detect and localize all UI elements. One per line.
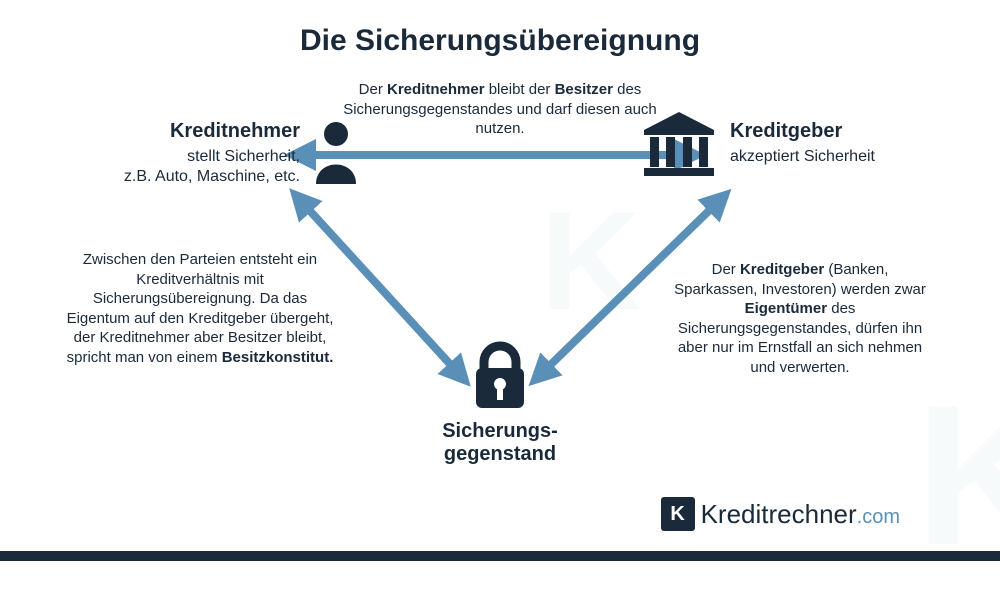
- footer-bar: [0, 551, 1000, 561]
- lock-icon: [430, 340, 570, 412]
- borrower-subtitle: stellt Sicherheit,z.B. Auto, Maschine, e…: [80, 147, 300, 187]
- page-title: Die Sicherungsübereignung: [0, 24, 1000, 58]
- collateral-title: Sicherungs-gegenstand: [430, 420, 570, 466]
- node-borrower: Kreditnehmer stellt Sicherheit,z.B. Auto…: [80, 120, 300, 187]
- edge-left-text: Zwischen den Parteien entsteht ein Kredi…: [60, 250, 340, 367]
- watermark: K: [540, 180, 641, 342]
- brand-text: Kreditrechner.com: [701, 499, 900, 530]
- brand-logo: K Kreditrechner.com: [661, 497, 900, 531]
- brand-name: Kreditrechner: [701, 499, 857, 529]
- node-collateral: Sicherungs-gegenstand: [430, 340, 570, 466]
- lender-title: Kreditgeber: [730, 120, 930, 143]
- brand-mark-icon: K: [661, 497, 695, 531]
- lender-subtitle: akzeptiert Sicherheit: [730, 147, 930, 167]
- brand-suffix: .com: [857, 506, 900, 528]
- edge-top-text: Der Kreditnehmer bleibt der Besitzer des…: [320, 80, 680, 139]
- edge-right-text: Der Kreditgeber (Banken, Sparkassen, Inv…: [670, 260, 930, 377]
- node-lender: Kreditgeber akzeptiert Sicherheit: [730, 120, 930, 167]
- borrower-title: Kreditnehmer: [80, 120, 300, 143]
